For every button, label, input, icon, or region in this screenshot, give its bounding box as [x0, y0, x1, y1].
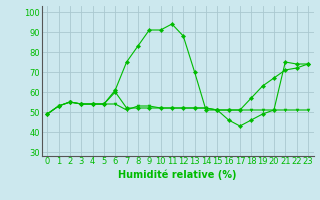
X-axis label: Humidité relative (%): Humidité relative (%): [118, 169, 237, 180]
